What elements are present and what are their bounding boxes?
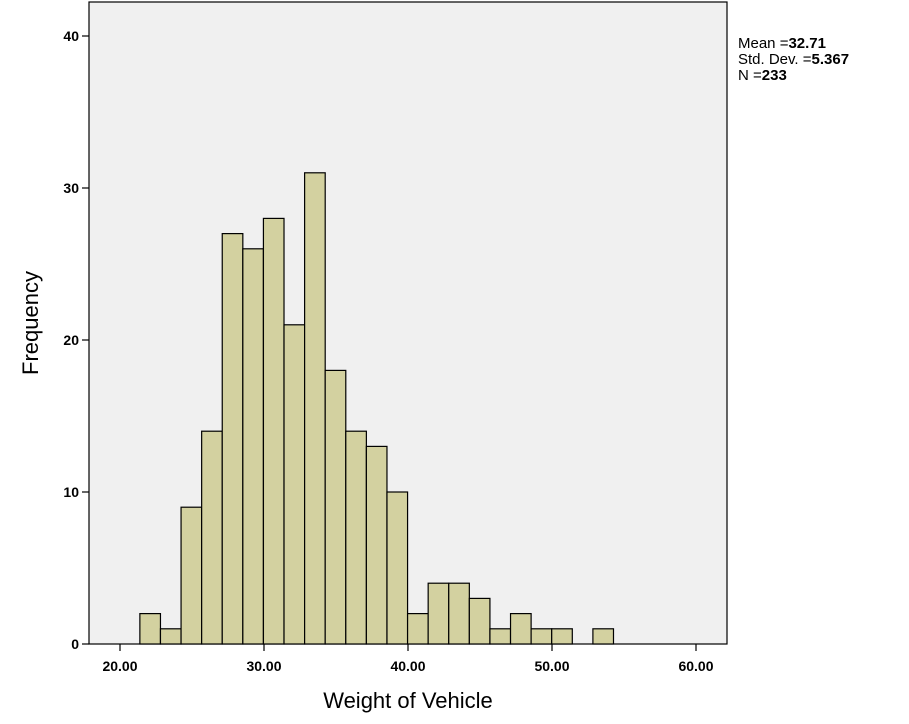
histogram-bar: [345, 430, 367, 645]
histogram-bar: [180, 506, 203, 645]
stats-box: Mean =32.71 Std. Dev. =5.367 N =233: [738, 36, 849, 84]
histogram-bar: [221, 233, 244, 645]
n-label: N =: [738, 67, 762, 84]
stats-mean-row: Mean =32.71: [738, 36, 849, 52]
sd-value: 5.367: [811, 51, 850, 68]
x-axis-title: Weight of Vehicle: [323, 688, 493, 713]
y-axis-title: Frequency: [18, 271, 43, 375]
x-axis: 20.00 30.00 40.00 50.00 60.00: [102, 644, 714, 674]
y-axis: 0 10 20 30 40: [63, 28, 89, 652]
histogram-bar: [324, 369, 347, 645]
histogram-bar: [159, 628, 182, 645]
y-tick-label: 0: [71, 636, 79, 652]
y-tick-label: 30: [63, 180, 79, 196]
bars-group: [139, 172, 615, 645]
histogram-bar: [262, 217, 285, 645]
histogram-bar: [139, 612, 162, 645]
histogram-bar: [489, 628, 512, 645]
histogram-bar: [242, 248, 265, 645]
n-value: 233: [761, 67, 787, 84]
stats-n-row: N =233: [738, 68, 849, 84]
histogram-bar: [468, 597, 491, 645]
histogram-bar: [530, 628, 553, 645]
mean-value: 32.71: [788, 35, 826, 52]
histogram-bar: [509, 612, 532, 645]
y-tick-label: 40: [63, 28, 79, 44]
histogram-bar: [365, 445, 388, 645]
x-tick-label: 40.00: [390, 658, 425, 674]
x-tick-label: 60.00: [678, 658, 713, 674]
histogram-bar: [386, 491, 409, 645]
y-tick-label: 10: [63, 484, 79, 500]
histogram-bar: [283, 324, 306, 645]
x-tick-label: 50.00: [534, 658, 569, 674]
histogram-bar: [551, 628, 573, 645]
histogram-bar: [448, 582, 470, 645]
histogram-bar: [304, 172, 326, 645]
histogram-bar: [592, 628, 615, 645]
sd-label: Std. Dev. =: [738, 51, 812, 68]
stats-sd-row: Std. Dev. =5.367: [738, 52, 849, 68]
x-tick-label: 30.00: [246, 658, 281, 674]
histogram-bar: [406, 612, 429, 645]
mean-label: Mean =: [738, 35, 789, 52]
y-tick-label: 20: [63, 332, 79, 348]
histogram-bar: [201, 430, 223, 645]
histogram-bar: [427, 582, 450, 645]
x-tick-label: 20.00: [102, 658, 137, 674]
